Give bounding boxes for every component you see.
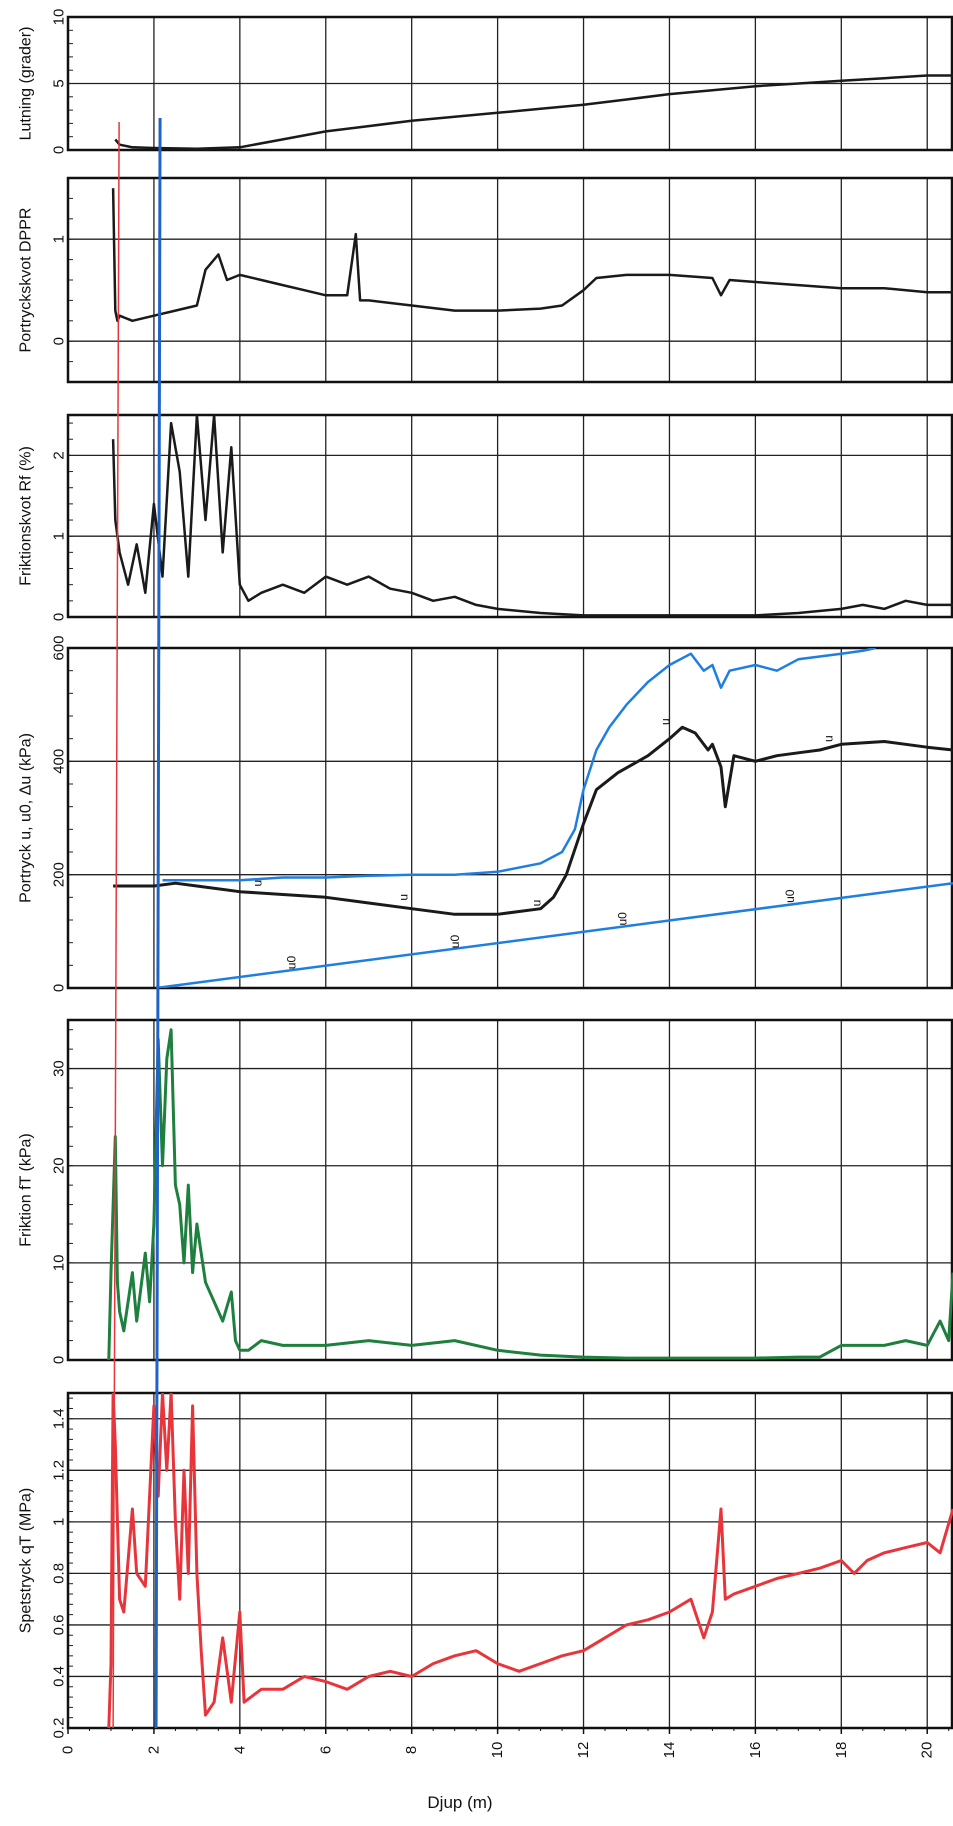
x-axis: 0 2 4 6 8 10 12 14 16 18 20 (60, 1728, 950, 1759)
x-axis-label: Djup (m) (427, 1793, 492, 1812)
y-axis-label: Spetstryck qT (MPa) (18, 1488, 35, 1634)
y-tick-label: 1.4 (51, 1408, 68, 1429)
x-tick-label: 16 (747, 1742, 764, 1759)
y-tick-label: 0 (51, 337, 68, 345)
x-tick-label: 20 (919, 1742, 936, 1759)
y-axis-label: Lutning (grader) (18, 27, 35, 141)
series-line-friktion-0 (107, 1028, 953, 1360)
y-tick-label: 30 (51, 1060, 68, 1077)
y-tick-label: 10 (51, 9, 68, 26)
y-tick-label: 10 (51, 1255, 68, 1272)
panel-frame (66, 1391, 953, 1730)
y-tick-label: 0 (51, 984, 68, 992)
y-tick-label: 600 (51, 635, 68, 660)
series-line-portryck-0 (162, 648, 876, 882)
x-tick-label: 18 (833, 1742, 850, 1759)
series-annotation: u (822, 735, 836, 742)
y-tick-label: 5 (51, 79, 68, 87)
series-annotation: u (250, 880, 264, 887)
panel-frame (66, 646, 953, 990)
y-axis-label: Friktionskvot Rf (%) (18, 446, 35, 586)
series-line-spetstryck-0 (107, 1393, 953, 1728)
y-tick-label: 2 (51, 451, 68, 459)
panel-rf: 0 1 2 Friktionskvot Rf (%) (18, 413, 953, 621)
x-tick-label: 6 (317, 1746, 334, 1754)
y-tick-label: 0 (51, 1356, 68, 1364)
series-annotation: u (396, 894, 410, 901)
series-annotation: u0 (615, 912, 629, 926)
panel-frame (66, 15, 953, 152)
y-tick-label: 0.2 (51, 1718, 68, 1739)
series-line-dppr-0 (111, 188, 953, 323)
series-line-lutning-0 (114, 74, 953, 150)
series-group (111, 415, 953, 617)
y-tick-label: 0 (51, 146, 68, 154)
x-tick-label: 10 (489, 1742, 506, 1759)
y-tick-label: 200 (51, 862, 68, 887)
series-annotation: u0 (783, 889, 797, 903)
series-line-portryck-2 (155, 881, 953, 988)
y-axis-label: Portryckskvot DPPR (18, 208, 35, 353)
panel-dppr: 0 1 Portryckskvot DPPR (18, 176, 953, 384)
red-marker-line (112, 121, 120, 1729)
y-tick-label: 1 (51, 235, 68, 243)
series-group (114, 74, 953, 150)
series-line-portryck-1 (113, 725, 953, 916)
y-tick-label: 400 (51, 749, 68, 774)
series-annotation: u (658, 718, 672, 725)
series-group (107, 1393, 953, 1728)
panel-frame (66, 176, 953, 384)
x-tick-label: 4 (231, 1746, 248, 1754)
panel-frame (66, 1018, 953, 1362)
x-tick-label: 8 (403, 1746, 420, 1754)
x-tick-label: 12 (575, 1742, 592, 1759)
y-tick-label: 0.8 (51, 1563, 68, 1584)
panel-friktion: 0 10 20 30 Friktion fT (kPa) (18, 1018, 953, 1364)
series-annotation: u0 (285, 956, 299, 970)
y-tick-label: 1.2 (51, 1460, 68, 1481)
y-tick-label: 1 (51, 1518, 68, 1526)
blue-marker-line (154, 117, 162, 1729)
y-axis-label: Friktion fT (kPa) (18, 1133, 35, 1247)
panel-frame (66, 413, 953, 619)
panel-lutning: 0 5 10 Lutning (grader) (18, 9, 953, 154)
marker-lines (112, 117, 162, 1729)
series-annotation: u (530, 900, 544, 907)
y-tick-label: 0.6 (51, 1614, 68, 1635)
series-group: u u u u u u0 u0 u0 u0 (113, 648, 953, 988)
series-line-rf-0 (111, 415, 953, 617)
y-tick-label: 0 (51, 613, 68, 621)
y-tick-label: 20 (51, 1157, 68, 1174)
x-tick-label: 2 (145, 1746, 162, 1754)
x-tick-label: 14 (661, 1742, 678, 1759)
series-group (111, 188, 953, 323)
panel-spetstryck: 0.2 0.4 0.6 0.8 1 1.2 1.4 Spetstryck qT (MPa) (18, 1391, 953, 1739)
y-tick-label: 0.4 (51, 1666, 68, 1687)
y-axis-label: Portryck u, u0, Δu (kPa) (18, 733, 35, 903)
series-annotation: u0 (448, 935, 462, 949)
x-tick-label: 0 (60, 1746, 77, 1754)
series-group (107, 1028, 953, 1360)
y-tick-label: 1 (51, 532, 68, 540)
